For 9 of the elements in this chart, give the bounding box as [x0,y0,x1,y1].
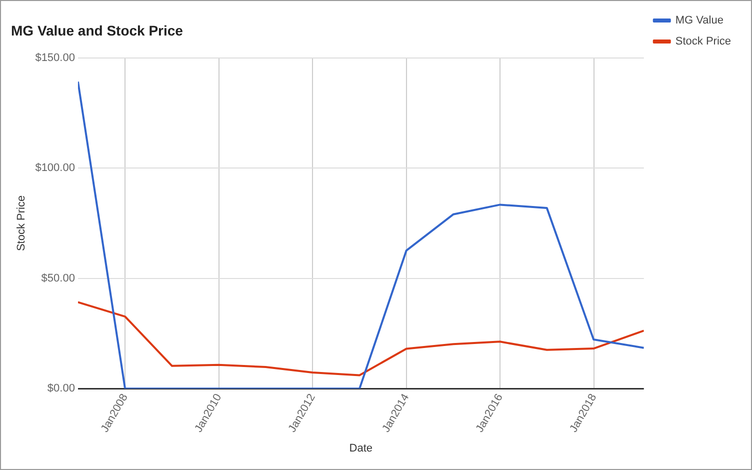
y-tick-label: $50.00 [41,272,75,284]
legend-label: MG Value [675,14,724,27]
y-tick-label: $100.00 [35,162,75,174]
legend-label: Stock Price [675,36,732,48]
x-axis-title: Date [349,442,373,454]
chart-title: MG Value and Stock Price [11,22,184,38]
y-tick-label: $0.00 [47,382,75,395]
y-axis-title: Stock Price [16,195,28,252]
y-tick-label: $150.00 [35,52,75,64]
